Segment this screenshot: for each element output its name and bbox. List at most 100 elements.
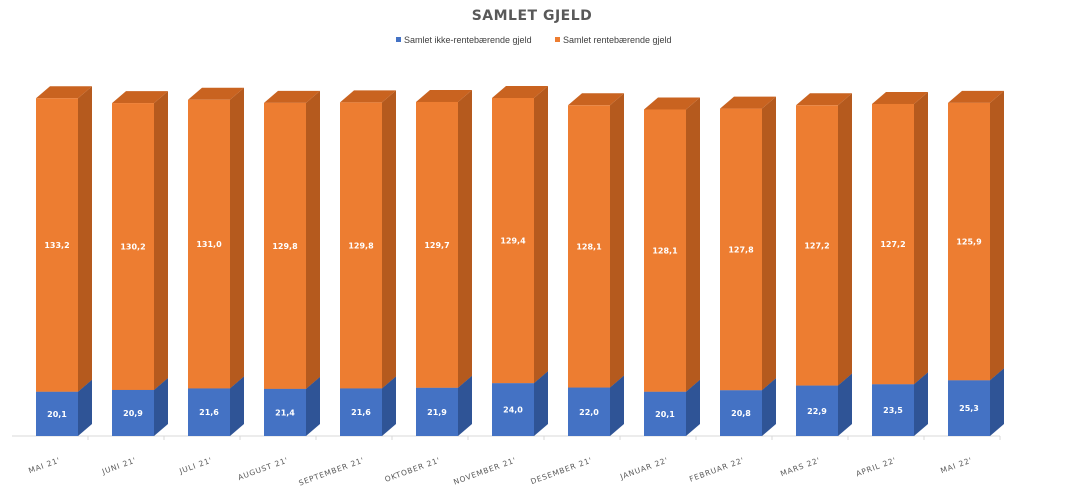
bar-side	[610, 375, 624, 436]
bar-rentebaerende-0	[36, 86, 92, 392]
data-label: 129,4	[500, 237, 526, 246]
data-label: 25,3	[959, 404, 979, 413]
bar-rentebaerende-8	[644, 97, 700, 392]
bar-side	[306, 90, 320, 389]
data-label: 133,2	[44, 241, 69, 250]
bar-side	[306, 376, 320, 436]
bar-side	[762, 378, 776, 436]
bar-top	[492, 86, 548, 98]
bar-side	[458, 375, 472, 436]
bar-top	[568, 93, 624, 106]
bar-side	[78, 379, 92, 436]
data-label: 21,4	[275, 408, 295, 417]
bar-side	[154, 91, 168, 390]
data-label: 129,8	[348, 241, 374, 250]
data-label: 125,9	[956, 238, 982, 247]
x-tick-label: DESEMBER 21'	[529, 455, 593, 486]
data-label: 20,1	[47, 410, 67, 419]
bar-front	[796, 385, 838, 436]
bar-rentebaerende-12	[948, 90, 1004, 381]
bar-top	[188, 87, 244, 100]
data-label: 23,5	[883, 406, 903, 415]
plot-area: 20,1 133,2 20,9 130,2 21,6 131,0 21,4 129,8 21,6…	[12, 86, 1004, 437]
bar-side	[762, 96, 776, 391]
data-label: 131,0	[196, 240, 222, 249]
bar-front	[644, 391, 686, 436]
bar-front	[948, 102, 990, 381]
bar-side	[78, 86, 92, 392]
data-label: 127,2	[804, 241, 829, 250]
data-label: 21,6	[351, 408, 371, 417]
bar-front	[416, 387, 458, 436]
bar-rentebaerende-7	[568, 93, 624, 388]
legend-label-ikke-rentebaerende: Samlet ikke-rentebærende gjeld	[404, 35, 532, 45]
bar-rentebaerende-10	[796, 93, 852, 386]
bar-front	[340, 102, 382, 389]
x-tick-label: MARS 22'	[779, 455, 822, 478]
bar-rentebaerende-6	[492, 86, 548, 384]
data-label: 20,9	[123, 409, 143, 418]
x-tick-label: JUNI 21'	[100, 455, 138, 476]
bar-front	[644, 109, 686, 392]
x-axis: MAI 21' JUNI 21' JULI 21' AUGUST 21' SEPTEMB…	[27, 436, 1001, 488]
data-label: 127,2	[880, 240, 905, 249]
bar-front	[36, 98, 78, 392]
data-label: 21,9	[427, 408, 447, 417]
bar-front	[872, 384, 914, 436]
bar-front	[188, 388, 230, 436]
bar-front	[568, 387, 610, 436]
bar-side	[686, 97, 700, 392]
bar-front	[112, 103, 154, 390]
bar-top	[36, 86, 92, 99]
data-label: 22,0	[579, 408, 599, 417]
data-label: 21,6	[199, 408, 219, 417]
x-tick-label: OKTOBER 21'	[384, 455, 442, 484]
bar-top	[644, 97, 700, 110]
bar-rentebaerende-5	[416, 89, 472, 388]
data-label: 22,9	[807, 407, 827, 416]
data-label: 129,8	[272, 242, 298, 251]
bar-front	[948, 380, 990, 436]
legend-swatch-rentebaerende	[555, 37, 560, 42]
x-tick-label: JULI 21'	[177, 455, 213, 476]
data-label: 130,2	[120, 243, 145, 252]
bar-front	[720, 390, 762, 436]
bar-top	[340, 90, 396, 103]
bar-front	[492, 383, 534, 436]
bar-front	[112, 389, 154, 436]
data-label: 20,1	[655, 410, 675, 419]
bar-side	[990, 368, 1004, 436]
bar-front	[568, 105, 610, 388]
bar-front	[872, 103, 914, 385]
bar-side	[990, 90, 1004, 381]
bar-ikke-rentebaerende-5	[416, 375, 472, 436]
bar-side	[534, 371, 548, 436]
data-label: 128,1	[652, 247, 678, 256]
data-label: 20,8	[731, 409, 751, 418]
bar-side	[838, 93, 852, 386]
bar-front	[416, 101, 458, 388]
bar-top	[720, 96, 776, 109]
data-label: 128,1	[576, 242, 602, 251]
x-tick-label: FEBRUAR 22'	[688, 455, 746, 483]
bar-front	[264, 388, 306, 436]
bar-ikke-rentebaerende-11	[872, 372, 928, 436]
bar-top	[416, 89, 472, 102]
bar-rentebaerende-11	[872, 91, 928, 385]
bar-side	[686, 379, 700, 436]
bar-ikke-rentebaerende-7	[568, 375, 624, 436]
bar-top	[264, 90, 320, 103]
x-tick-label: APRIL 22'	[855, 455, 898, 478]
bar-front	[340, 388, 382, 436]
bar-side	[838, 373, 852, 436]
bar-side	[382, 90, 396, 389]
bar-rentebaerende-2	[188, 87, 244, 389]
x-tick-label: JANUAR 22'	[618, 455, 670, 481]
bar-front	[492, 98, 534, 384]
bar-top	[796, 93, 852, 106]
data-label: 127,8	[728, 245, 754, 254]
bar-side	[230, 376, 244, 436]
bar-side	[914, 372, 928, 436]
bar-front	[36, 391, 78, 436]
